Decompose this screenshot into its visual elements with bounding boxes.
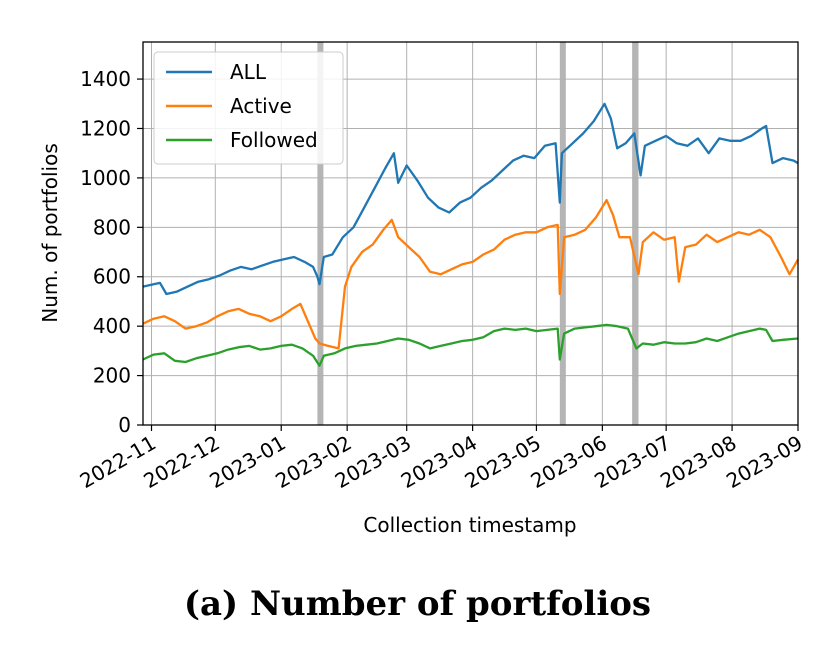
y-tick-label: 800 [93,215,131,239]
gap-bands [317,42,639,425]
legend-box [153,51,344,165]
y-tick-label: 1000 [80,166,131,190]
x-axis-label: Collection timestamp [363,513,576,537]
series-line-followed [142,323,799,367]
grid-lines [143,42,799,426]
plot-frame [142,41,799,426]
legend-label-all: ALL [230,60,267,84]
y-tick-label: 1200 [80,116,131,140]
figure-caption: (a) Number of portfolios [183,584,652,624]
portfolio-count-chart: 02004006008001000120014002022-112022-122… [38,41,807,537]
legend-label-active: Active [230,94,292,118]
y-tick-label: 600 [93,265,131,289]
y-tick-label: 200 [93,364,131,388]
legend: ALL Active Followed [153,51,344,165]
x-tick-label: 2023-09 [722,431,806,494]
gap-band-1 [559,42,566,425]
y-tick-label: 400 [93,314,131,338]
series-line-all [142,102,799,296]
y-tick-label: 0 [118,413,131,437]
gap-band-2 [632,42,639,425]
series-line-active [142,198,799,350]
legend-label-followed: Followed [230,128,318,152]
gap-band-0 [317,42,324,425]
y-axis-label: Num. of portfolios [38,143,62,323]
y-tick-label: 1400 [80,67,131,91]
series-lines [142,102,799,367]
